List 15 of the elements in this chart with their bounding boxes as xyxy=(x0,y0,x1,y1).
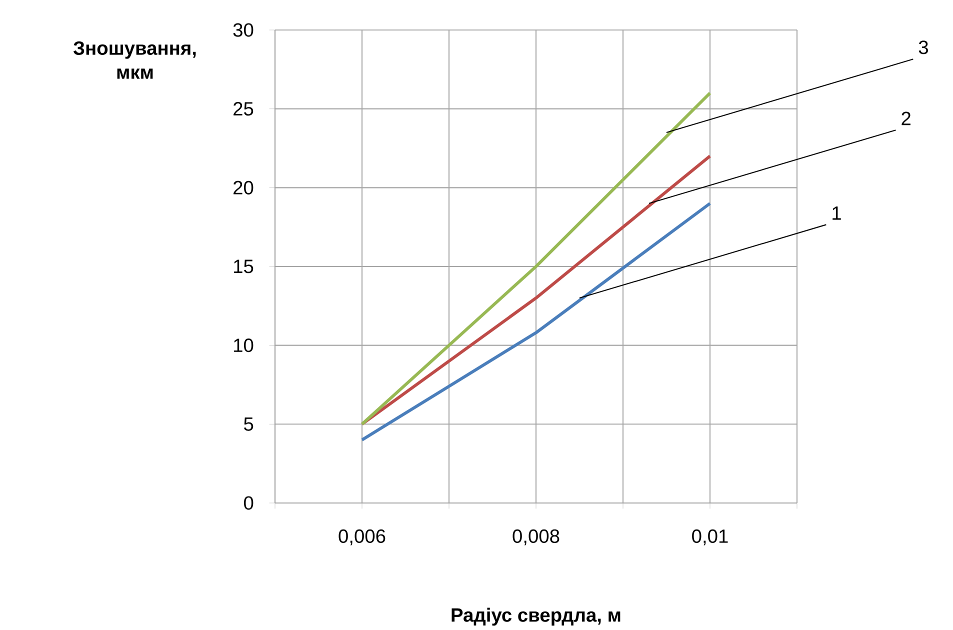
x-tick-label: 0,01 xyxy=(692,529,728,546)
y-tick-label: 30 xyxy=(233,23,254,37)
annotation: 2 xyxy=(902,112,910,126)
y-axis-title: Зношування, мкм xyxy=(73,41,196,79)
y-tick-label: 10 xyxy=(234,338,254,352)
y-tick-label: 0 xyxy=(244,496,254,510)
y-tick-label: 20 xyxy=(234,180,254,194)
annotation: 1 xyxy=(832,206,841,220)
annotation: 3 xyxy=(918,40,928,54)
y-tick-label: 15 xyxy=(234,260,254,274)
y-tick-label: 5 xyxy=(244,417,254,431)
x-axis-title: Радіус свердла, м xyxy=(452,608,620,626)
x-tick-label: 0,006 xyxy=(338,529,386,546)
y-tick-label: 25 xyxy=(234,102,254,116)
x-tick-label: 0,008 xyxy=(512,529,560,546)
